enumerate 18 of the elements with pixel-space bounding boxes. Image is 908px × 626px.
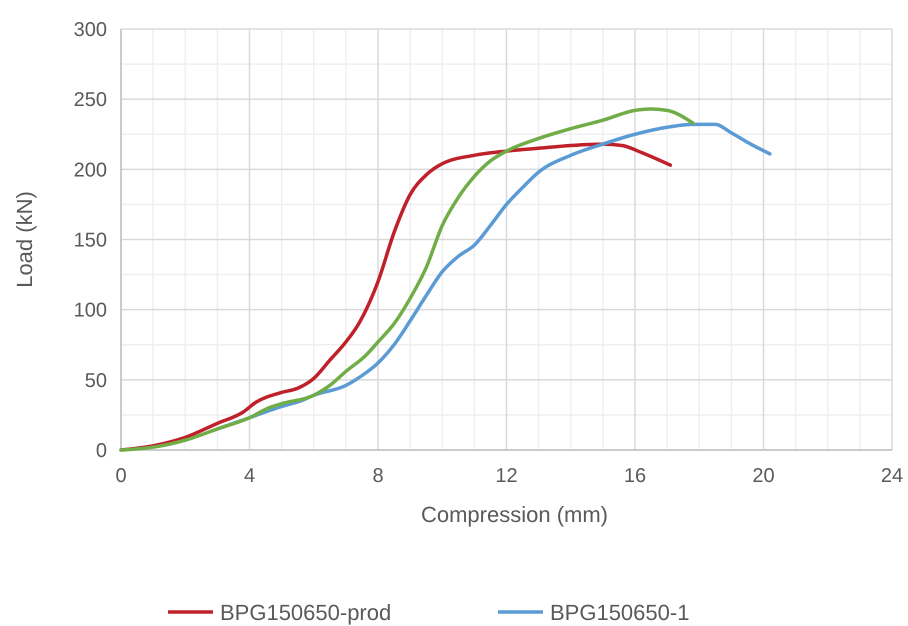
y-tick-label: 250 bbox=[74, 89, 107, 112]
y-axis-title: Load (kN) bbox=[12, 191, 37, 288]
y-tick-label: 150 bbox=[74, 230, 107, 252]
x-tick-label: 4 bbox=[244, 465, 256, 487]
y-tick-label: 50 bbox=[84, 370, 107, 392]
y-tick-label: 0 bbox=[96, 440, 107, 462]
legend-label: BPG150650-prod bbox=[220, 600, 392, 625]
x-axis-title: Compression (mm) bbox=[420, 502, 608, 527]
x-tick-label: 0 bbox=[115, 465, 127, 487]
x-tick-label: 20 bbox=[752, 465, 775, 487]
x-tick-label: 24 bbox=[880, 465, 904, 487]
y-tick-label: 200 bbox=[74, 159, 107, 182]
x-tick-label: 8 bbox=[372, 465, 384, 487]
y-tick-label: 300 bbox=[74, 19, 107, 41]
x-tick-label: 16 bbox=[624, 465, 646, 487]
legend-label: BPG150650-1 bbox=[550, 600, 690, 625]
x-tick-label: 12 bbox=[495, 465, 518, 487]
y-tick-label: 100 bbox=[74, 300, 107, 322]
